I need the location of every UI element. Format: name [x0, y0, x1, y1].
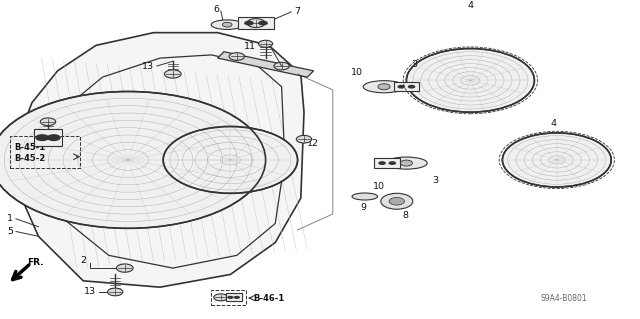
Bar: [226, 293, 242, 301]
Circle shape: [296, 135, 312, 143]
Text: 8: 8: [402, 211, 408, 220]
Circle shape: [0, 92, 266, 228]
Text: 10: 10: [351, 68, 363, 77]
Text: 3: 3: [432, 176, 438, 185]
Text: 2: 2: [81, 256, 86, 265]
Circle shape: [389, 197, 404, 205]
Text: 4: 4: [467, 1, 474, 10]
Text: 11: 11: [244, 42, 256, 51]
Bar: [394, 82, 419, 92]
Text: 6: 6: [214, 5, 220, 14]
Circle shape: [164, 70, 181, 78]
Circle shape: [401, 160, 413, 166]
Circle shape: [234, 296, 240, 299]
Circle shape: [259, 40, 273, 47]
Circle shape: [229, 53, 244, 60]
Bar: [374, 158, 400, 168]
Text: 13: 13: [84, 287, 96, 296]
Text: 12: 12: [307, 139, 319, 148]
Text: FR.: FR.: [27, 258, 44, 267]
Bar: [34, 129, 63, 146]
Circle shape: [258, 21, 268, 26]
Text: 5: 5: [7, 227, 13, 236]
Circle shape: [378, 84, 390, 90]
Circle shape: [47, 134, 61, 141]
Text: 13: 13: [141, 62, 154, 71]
Circle shape: [502, 133, 611, 187]
Text: 4: 4: [550, 119, 557, 128]
Circle shape: [408, 85, 415, 89]
Circle shape: [35, 134, 49, 141]
Text: 3: 3: [412, 60, 418, 69]
Circle shape: [381, 193, 413, 209]
Circle shape: [214, 294, 228, 301]
Circle shape: [108, 288, 123, 296]
Circle shape: [247, 19, 265, 27]
Ellipse shape: [211, 20, 243, 29]
Text: 9: 9: [360, 203, 366, 212]
Bar: [211, 290, 246, 305]
Circle shape: [223, 22, 232, 27]
Circle shape: [274, 62, 289, 70]
Circle shape: [388, 161, 396, 165]
Polygon shape: [218, 52, 314, 77]
Circle shape: [397, 85, 405, 89]
Circle shape: [163, 127, 298, 193]
Circle shape: [40, 118, 56, 126]
Circle shape: [244, 21, 254, 26]
Circle shape: [378, 161, 386, 165]
Text: B-45-1: B-45-1: [14, 143, 45, 152]
Circle shape: [406, 48, 534, 112]
Text: B-46-1: B-46-1: [253, 294, 284, 303]
Text: 10: 10: [373, 182, 385, 191]
Ellipse shape: [385, 157, 428, 169]
Circle shape: [227, 296, 234, 299]
Bar: [10, 136, 80, 168]
Bar: [239, 17, 274, 29]
Text: S9A4-B0801: S9A4-B0801: [541, 294, 588, 303]
Polygon shape: [16, 33, 304, 287]
Text: 1: 1: [7, 214, 13, 223]
Circle shape: [116, 264, 133, 272]
Text: 7: 7: [294, 7, 300, 17]
Ellipse shape: [352, 193, 378, 200]
Text: B-45-2: B-45-2: [14, 154, 45, 163]
Ellipse shape: [364, 81, 405, 93]
